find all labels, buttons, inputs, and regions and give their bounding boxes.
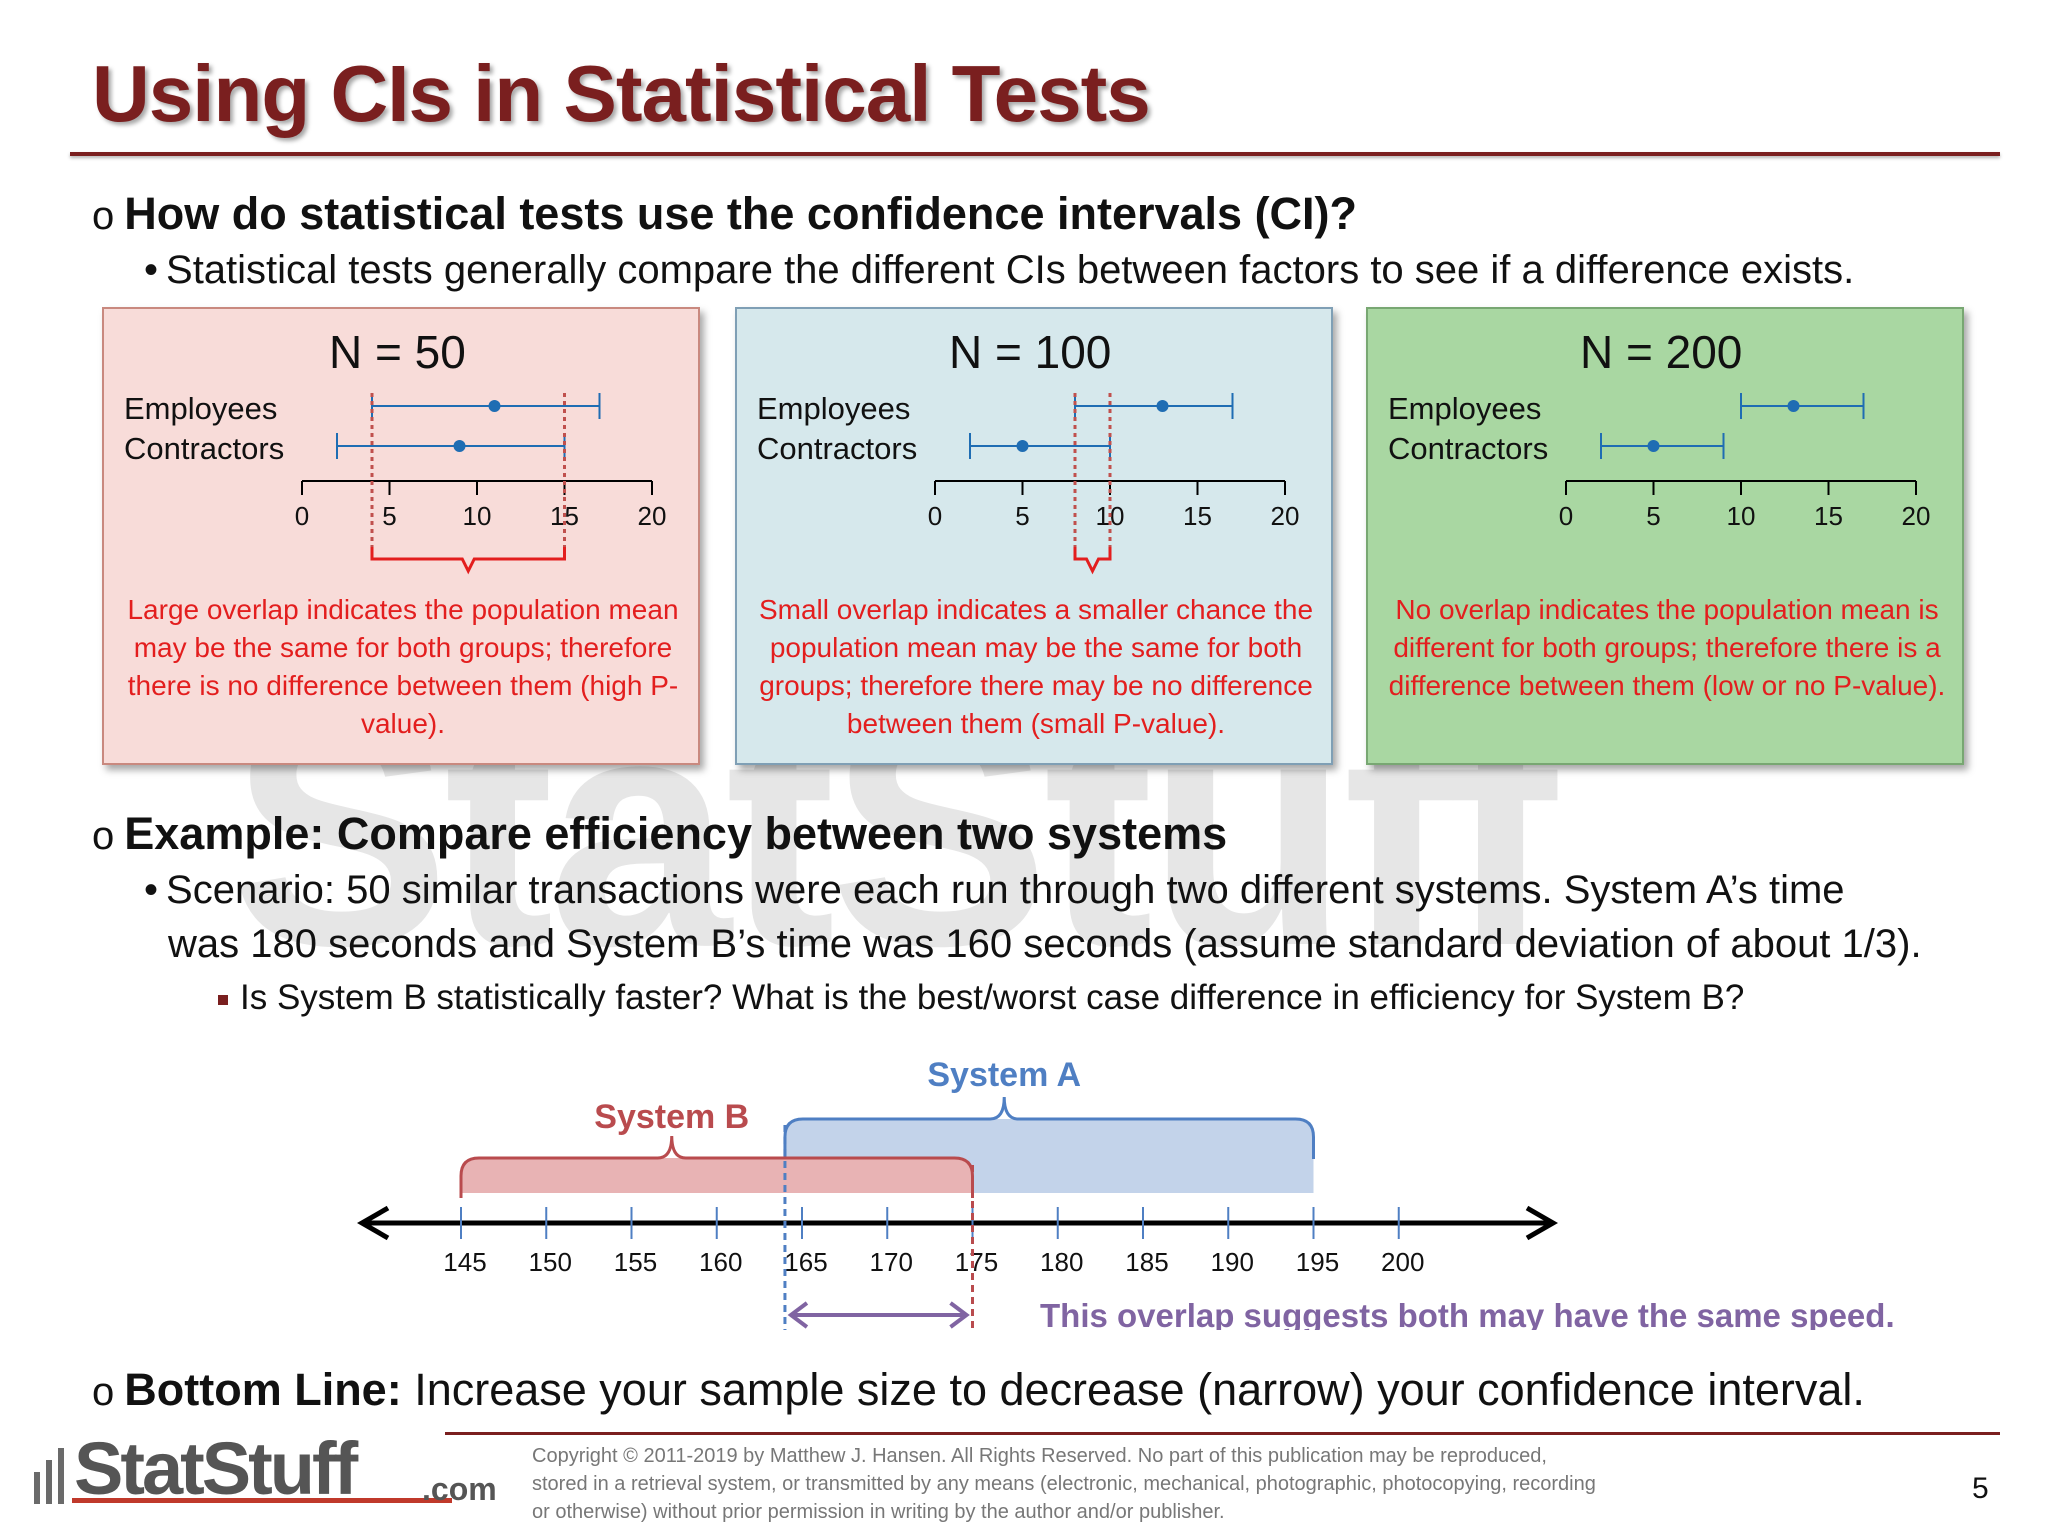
panel-title: N = 100 — [949, 326, 1112, 378]
tick-label: 5 — [382, 501, 396, 531]
row-label-contractors: Contractors — [124, 431, 285, 466]
tick-label: 15 — [1814, 501, 1843, 531]
tick-label: 20 — [1271, 501, 1300, 531]
tick-label: 0 — [1559, 501, 1573, 531]
system-b-label: System B — [594, 1098, 749, 1136]
arrow-left-icon — [787, 1301, 809, 1329]
overlap-brace — [1073, 547, 1112, 575]
system-a-bracket — [783, 1096, 1315, 1159]
right-arrow-icon — [1525, 1205, 1559, 1241]
question-text: How do statistical tests use the confide… — [124, 188, 1358, 239]
tick-label: 20 — [1902, 501, 1931, 531]
tick-label: 10 — [463, 501, 492, 531]
question2-text: Is System B statistically faster? What i… — [240, 978, 1745, 1017]
employees-mean-point — [1787, 400, 1800, 412]
example-bullet: o Example: Compare efficiency between two… — [92, 808, 1227, 860]
numberline-tick-label: 165 — [784, 1247, 827, 1277]
page-number: 5 — [1972, 1472, 1989, 1505]
employees-mean-point — [488, 400, 501, 412]
left-arrow-icon — [356, 1205, 390, 1241]
tick-label: 5 — [1015, 501, 1029, 531]
ci-chart: 0 5 10 15 20 — [928, 393, 1300, 575]
bottom-line-text: Increase your sample size to decrease (n… — [401, 1364, 1865, 1415]
bottom-line-bullet: o Bottom Line: Increase your sample size … — [92, 1364, 1865, 1416]
panel-title: N = 50 — [329, 326, 466, 378]
numberline-tick-label: 200 — [1381, 1247, 1424, 1277]
system-b-bracket — [459, 1135, 974, 1198]
numberline-tick-label: 190 — [1211, 1247, 1254, 1277]
numberline-tick-label: 180 — [1040, 1247, 1083, 1277]
panel-note: Large overlap indicates the population m… — [127, 594, 679, 739]
row-label-employees: Employees — [1388, 391, 1542, 426]
contractors-mean-point — [1016, 440, 1029, 452]
example-heading: Example: Compare efficiency between two … — [124, 808, 1228, 859]
numberline-tick-label: 195 — [1296, 1247, 1339, 1277]
row-label-contractors: Contractors — [757, 431, 918, 466]
system-comparison-numberline: System A System B 145 150 155 160 165 170 175 180… — [356, 1056, 1895, 1330]
overlap-brace — [370, 547, 566, 575]
question-sub-bullet: • Statistical tests generally compare the… — [144, 248, 1854, 293]
system-b-range-fill — [461, 1158, 973, 1193]
system-a-label: System A — [927, 1056, 1081, 1094]
title-divider — [70, 152, 2000, 156]
footer-divider — [445, 1432, 2000, 1435]
numberline-tick-label: 175 — [955, 1247, 998, 1277]
copyright-notice: Copyright © 2011-2019 by Matthew J. Hans… — [532, 1445, 1596, 1523]
contractors-mean-point — [453, 440, 466, 452]
tick-label: 5 — [1646, 501, 1660, 531]
question-sub-text: Statistical tests generally compare the … — [166, 248, 1855, 292]
panel-note: Small overlap indicates a smaller chance… — [758, 594, 1314, 739]
page-title: Using CIs in Statistical Tests — [92, 49, 1151, 138]
scenario-line1: Scenario: 50 similar transactions were e… — [166, 868, 1845, 912]
tick-label: 0 — [928, 501, 942, 531]
numberline-tick-label: 185 — [1125, 1247, 1168, 1277]
numberline-tick-label: 150 — [529, 1247, 572, 1277]
numberline-tick-label: 170 — [870, 1247, 913, 1277]
numberline-tick-label: 160 — [699, 1247, 742, 1277]
question-bullet: o How do statistical tests use the confid… — [92, 188, 1357, 240]
row-label-contractors: Contractors — [1388, 431, 1549, 466]
arrow-right-icon — [949, 1301, 970, 1329]
dot-bullet-icon: • — [144, 248, 159, 292]
circle-bullet-icon: o — [92, 814, 115, 858]
panel-n200: N = 200 Employees Contractors 0 5 10 15 20 N… — [1366, 307, 1964, 765]
square-bullet-icon — [218, 994, 228, 1005]
bottom-line-label: Bottom Line: — [124, 1364, 402, 1415]
ci-chart: 0 5 10 15 20 — [295, 393, 667, 575]
contractors-mean-point — [1647, 440, 1660, 452]
panel-title: N = 200 — [1580, 326, 1743, 378]
overlap-caption: This overlap suggests both may have the … — [1040, 1297, 1895, 1330]
svg-text:.com: .com — [422, 1471, 497, 1507]
scenario-line2: was 180 seconds and System B’s time was … — [168, 922, 1922, 966]
tick-label: 10 — [1727, 501, 1756, 531]
dot-bullet-icon: • — [144, 868, 159, 912]
row-label-employees: Employees — [124, 391, 278, 426]
svg-text:StatStuff: StatStuff — [74, 1432, 359, 1510]
tick-label: 20 — [638, 501, 667, 531]
employees-mean-point — [1156, 400, 1169, 412]
circle-bullet-icon: o — [92, 194, 115, 238]
numberline-tick-label: 145 — [443, 1247, 486, 1277]
circle-bullet-icon: o — [92, 1370, 115, 1414]
panel-note: No overlap indicates the population mean… — [1388, 594, 1946, 701]
scenario-bullet: • Scenario: 50 similar transactions were … — [144, 868, 1845, 913]
tick-label: 15 — [1183, 501, 1212, 531]
panel-n100: N = 100 Employees Contractors 0 5 10 15 20 S… — [735, 307, 1333, 765]
numberline-tick-label: 155 — [614, 1247, 657, 1277]
panel-n50: N = 50 Employees Contractors 0 5 10 15 20 La… — [102, 307, 700, 765]
ci-chart: 0 5 10 15 20 — [1559, 393, 1931, 531]
tick-label: 0 — [295, 501, 309, 531]
statstuff-logo: StatStuff .com — [34, 1432, 497, 1510]
row-label-employees: Employees — [757, 391, 911, 426]
question2-bullet: Is System B statistically faster? What i… — [218, 978, 1744, 1018]
